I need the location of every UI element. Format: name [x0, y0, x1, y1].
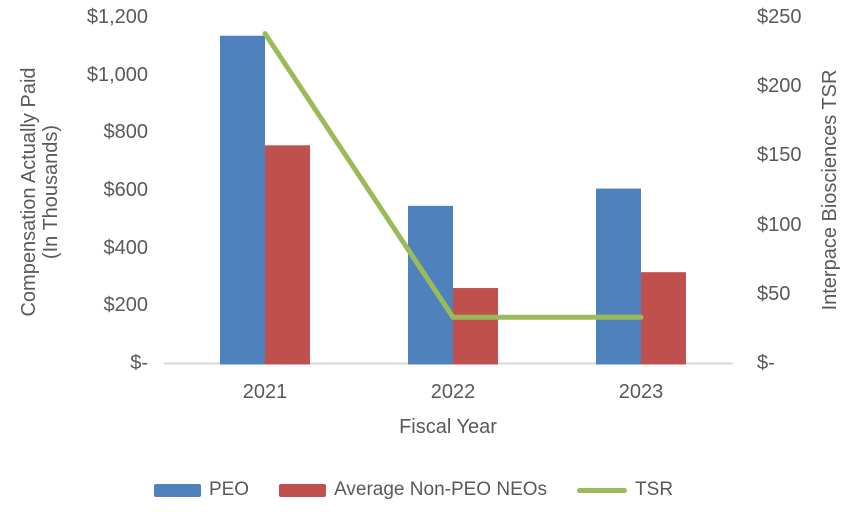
legend-item-tsr: TSR: [577, 478, 673, 502]
x-axis-title: Fiscal Year: [399, 416, 497, 438]
legend-item-average-non-peo-neos: Average Non-PEO NEOs: [279, 478, 547, 502]
legend-label: TSR: [635, 479, 674, 500]
y-axis-right-tick-label: $-: [757, 352, 775, 374]
y-axis-left-tick-label: $-: [130, 352, 148, 374]
bar-average-non-peo-neos-2022: [453, 288, 498, 365]
legend-label: Average Non-PEO NEOs: [334, 479, 548, 500]
legend-label: PEO: [208, 479, 250, 500]
y-axis-right-tick-label: $250: [757, 6, 802, 28]
x-axis-category-label: 2022: [430, 381, 476, 403]
legend-bar-swatch-average-non-peo-neos: [279, 483, 327, 497]
bar-average-non-peo-neos-2023: [641, 272, 686, 365]
bar-peo-2023: [596, 188, 641, 365]
bar-average-non-peo-neos-2021: [265, 145, 310, 365]
y-axis-right-tick-label: $50: [757, 282, 791, 305]
line-tsr: [262, 31, 644, 320]
y-axis-left-title-line1: Compensation Actually Paid: [18, 67, 40, 317]
y-axis-left-title: Compensation Actually Paid (In Thousands…: [18, 67, 62, 316]
y-axis-right-tick-label: $100: [757, 213, 802, 236]
y-axis-left-tick-label: $600: [103, 179, 149, 201]
chart-legend: PEO Average Non-PEO NEOs TSR: [0, 478, 840, 502]
x-axis-category-label: 2023: [618, 381, 664, 403]
y-axis-left-tick-label: $1,200: [86, 6, 148, 28]
y-axis-right-tick-label: $200: [757, 75, 802, 98]
legend-bar-swatch-peo: [153, 483, 201, 497]
x-axis-category-label: 2021: [242, 381, 288, 403]
legend-line-swatch-tsr: [577, 487, 628, 493]
y-axis-right-tick-label: $150: [757, 144, 802, 167]
y-axis-left-tick-label: $200: [103, 294, 149, 317]
legend-item-peo: PEO: [153, 478, 250, 502]
y-axis-right-title: Interpace Biosciences TSR: [819, 69, 841, 311]
y-axis-left-tick-label: $400: [103, 236, 149, 259]
y-axis-left-title-line2: (In Thousands): [40, 124, 62, 260]
bar-peo-2021: [220, 35, 265, 365]
y-axis-left-tick-label: $800: [103, 121, 149, 144]
y-axis-left-tick-label: $1,000: [86, 63, 148, 86]
